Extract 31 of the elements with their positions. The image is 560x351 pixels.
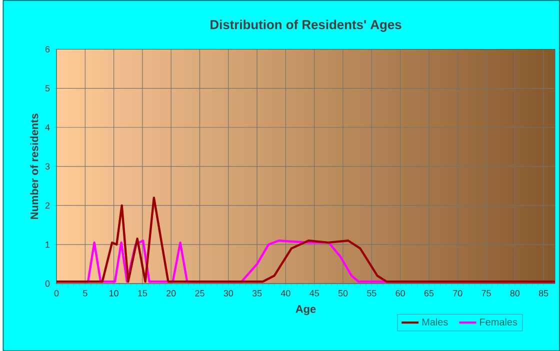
chart-title: Distribution of Residents' Ages [210, 20, 402, 32]
y-tick-label: 5 [45, 85, 50, 92]
y-tick-label: 6 [45, 46, 50, 52]
x-tick-label: 80 [510, 290, 520, 296]
x-tick-label: 25 [195, 290, 204, 296]
y-tick-label: 1 [46, 241, 50, 248]
x-tick-label: 40 [280, 290, 290, 296]
line-series [56, 196, 556, 283]
y-tick-label: 3 [45, 163, 50, 170]
x-tick-label: 50 [338, 290, 348, 296]
legend-label: Females [480, 318, 518, 326]
x-tick-label: 75 [482, 290, 491, 296]
x-tick-label: 5 [83, 290, 88, 296]
x-tick-label: 35 [252, 290, 262, 296]
x-axis-title: Age [296, 305, 316, 315]
x-tick-label: 20 [166, 290, 176, 296]
x-tick-label: 55 [367, 290, 376, 296]
y-tick-label: 2 [45, 202, 50, 208]
legend-label: Males [422, 318, 448, 326]
x-tick-label: 15 [138, 290, 148, 296]
x-tick-label: 10 [110, 290, 118, 296]
x-tick-label: 70 [453, 290, 462, 296]
y-tick-label: 4 [45, 124, 50, 130]
y-axis-title: Number of residents [30, 114, 38, 219]
x-tick-label: 45 [310, 290, 319, 296]
x-tick-label: 60 [396, 290, 405, 296]
x-tick-label: 0 [54, 290, 59, 296]
x-tick-label: 65 [424, 290, 434, 296]
x-tick-label: 30 [224, 290, 234, 296]
y-tick-label: 0 [45, 280, 50, 287]
x-tick-label: 85 [538, 290, 548, 296]
